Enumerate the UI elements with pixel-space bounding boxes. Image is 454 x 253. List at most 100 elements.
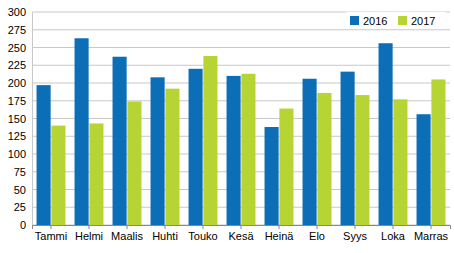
legend-background bbox=[346, 12, 446, 28]
grid-line bbox=[32, 29, 450, 30]
x-tick-label: Tammi bbox=[35, 230, 67, 242]
y-axis: 0 25 50 75 100 125 150 175 200 225 250 275 300 bbox=[8, 6, 33, 231]
x-tick: Syys bbox=[343, 225, 367, 242]
x-tick-label: Heinä bbox=[265, 230, 295, 242]
bar bbox=[265, 127, 279, 225]
bar-series bbox=[37, 38, 431, 225]
x-tick-mark bbox=[431, 225, 432, 229]
bar bbox=[317, 93, 331, 225]
legend-label: 2017 bbox=[411, 15, 435, 27]
bar bbox=[165, 89, 179, 225]
bar bbox=[203, 56, 217, 225]
legend-swatch bbox=[398, 16, 407, 25]
x-tick: Marras bbox=[414, 225, 449, 242]
x-axis-line bbox=[33, 226, 451, 230]
bar bbox=[51, 126, 65, 225]
plot: 0 25 50 75 100 125 150 175 200 225 250 275 300 Tammi H… bbox=[8, 6, 451, 242]
x-tick-label: Kesä bbox=[228, 230, 254, 242]
y-tick: 175 bbox=[8, 95, 32, 107]
bar bbox=[37, 85, 51, 225]
y-tick: 200 bbox=[8, 77, 32, 89]
y-tick: 150 bbox=[8, 113, 32, 125]
bar bbox=[393, 99, 407, 225]
bar bbox=[227, 76, 241, 225]
x-tick-mark bbox=[165, 225, 166, 229]
bar bbox=[189, 69, 203, 225]
x-tick-label: Helmi bbox=[75, 230, 103, 242]
x-tick-mark bbox=[51, 225, 52, 229]
bar bbox=[355, 95, 369, 225]
y-tick-label: 0 bbox=[20, 219, 26, 231]
x-tick-label: Elo bbox=[309, 230, 325, 242]
x-tick-mark bbox=[279, 225, 280, 229]
y-tick: 225 bbox=[8, 59, 32, 71]
legend: 2016 2017 bbox=[346, 12, 446, 28]
y-tick: 275 bbox=[8, 24, 32, 36]
x-tick-mark bbox=[89, 225, 90, 229]
bar bbox=[75, 38, 89, 225]
legend-item: 2017 bbox=[398, 15, 435, 27]
bar bbox=[151, 77, 165, 225]
y-tick-label: 300 bbox=[8, 6, 26, 18]
bar-series bbox=[51, 56, 445, 225]
legend-item: 2016 bbox=[350, 15, 387, 27]
y-tick: 0 bbox=[20, 219, 32, 231]
legend-label: 2016 bbox=[363, 15, 387, 27]
x-tick: Elo bbox=[309, 225, 325, 242]
x-tick: Huhti bbox=[152, 225, 178, 242]
y-tick-label: 175 bbox=[8, 95, 26, 107]
x-tick-label: Huhti bbox=[152, 230, 178, 242]
y-tick-label: 25 bbox=[14, 201, 26, 213]
bar bbox=[341, 72, 355, 225]
y-tick-label: 250 bbox=[8, 42, 26, 54]
y-tick-label: 150 bbox=[8, 113, 26, 125]
y-tick-label: 50 bbox=[14, 184, 26, 196]
x-tick-label: Touko bbox=[188, 230, 217, 242]
bar bbox=[89, 123, 103, 225]
x-tick-label: Maalis bbox=[111, 230, 143, 242]
x-tick: Kesä bbox=[228, 225, 254, 242]
grid bbox=[32, 12, 450, 225]
bar bbox=[279, 109, 293, 225]
bar bbox=[417, 114, 431, 225]
x-tick: Touko bbox=[188, 225, 217, 242]
y-tick-label: 75 bbox=[14, 166, 26, 178]
bar bbox=[241, 74, 255, 225]
y-tick: 125 bbox=[8, 130, 32, 142]
x-tick: Tammi bbox=[35, 225, 67, 242]
bar bbox=[431, 79, 445, 225]
x-tick-mark bbox=[393, 225, 394, 229]
x-tick-mark bbox=[127, 225, 128, 229]
y-tick-label: 100 bbox=[8, 148, 26, 160]
x-tick-label: Marras bbox=[414, 230, 449, 242]
y-tick: 100 bbox=[8, 148, 32, 160]
y-tick: 250 bbox=[8, 42, 32, 54]
x-tick-mark bbox=[241, 225, 242, 229]
y-tick: 75 bbox=[14, 166, 32, 178]
y-tick-label: 275 bbox=[8, 24, 26, 36]
bar bbox=[303, 79, 317, 225]
x-tick: Heinä bbox=[265, 225, 295, 242]
x-axis: Tammi Helmi Maalis Huhti Touko Kesä Heinä Elo Sy… bbox=[33, 225, 451, 242]
x-tick-mark bbox=[317, 225, 318, 229]
x-tick: Loka bbox=[381, 225, 406, 242]
y-tick: 300 bbox=[8, 6, 32, 18]
bars bbox=[37, 38, 446, 225]
x-tick-label: Loka bbox=[381, 230, 406, 242]
legend-swatch bbox=[350, 16, 359, 25]
x-tick-label: Syys bbox=[343, 230, 367, 242]
chart: 0 25 50 75 100 125 150 175 200 225 250 275 300 Tammi H… bbox=[0, 0, 454, 253]
bar bbox=[379, 43, 393, 225]
y-tick-label: 225 bbox=[8, 59, 26, 71]
x-tick-mark bbox=[355, 225, 356, 229]
x-tick: Maalis bbox=[111, 225, 143, 242]
bar bbox=[113, 57, 127, 225]
y-tick-label: 125 bbox=[8, 130, 26, 142]
x-tick-mark bbox=[203, 225, 204, 229]
y-axis-line bbox=[32, 13, 33, 226]
y-tick: 25 bbox=[14, 201, 32, 213]
y-tick: 50 bbox=[14, 184, 32, 196]
bar bbox=[127, 101, 141, 225]
y-tick-label: 200 bbox=[8, 77, 26, 89]
x-tick: Helmi bbox=[75, 225, 103, 242]
